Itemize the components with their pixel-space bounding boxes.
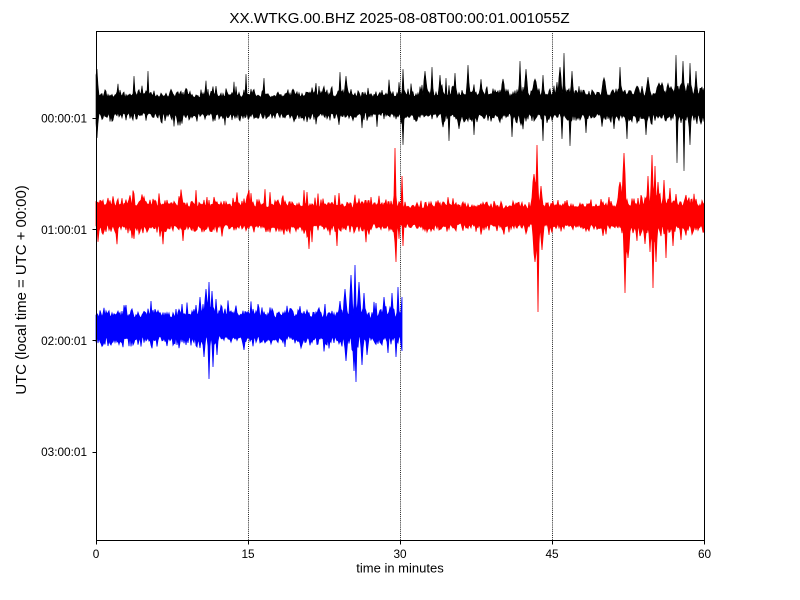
svg-text:03:00:01: 03:00:01 (41, 445, 87, 459)
svg-text:60: 60 (698, 547, 712, 561)
svg-text:UTC (local time = UTC + 00:00): UTC (local time = UTC + 00:00) (14, 185, 30, 394)
svg-text:30: 30 (393, 547, 407, 561)
svg-text:time in minutes: time in minutes (356, 561, 444, 576)
svg-text:00:00:01: 00:00:01 (41, 112, 87, 126)
svg-text:XX.WTKG.00.BHZ 2025-08-08T00:0: XX.WTKG.00.BHZ 2025-08-08T00:00:01.00105… (229, 10, 569, 27)
svg-text:01:00:01: 01:00:01 (41, 223, 87, 237)
svg-text:15: 15 (241, 547, 255, 561)
svg-text:45: 45 (545, 547, 559, 561)
svg-text:02:00:01: 02:00:01 (41, 334, 87, 348)
svg-text:0: 0 (93, 547, 100, 561)
